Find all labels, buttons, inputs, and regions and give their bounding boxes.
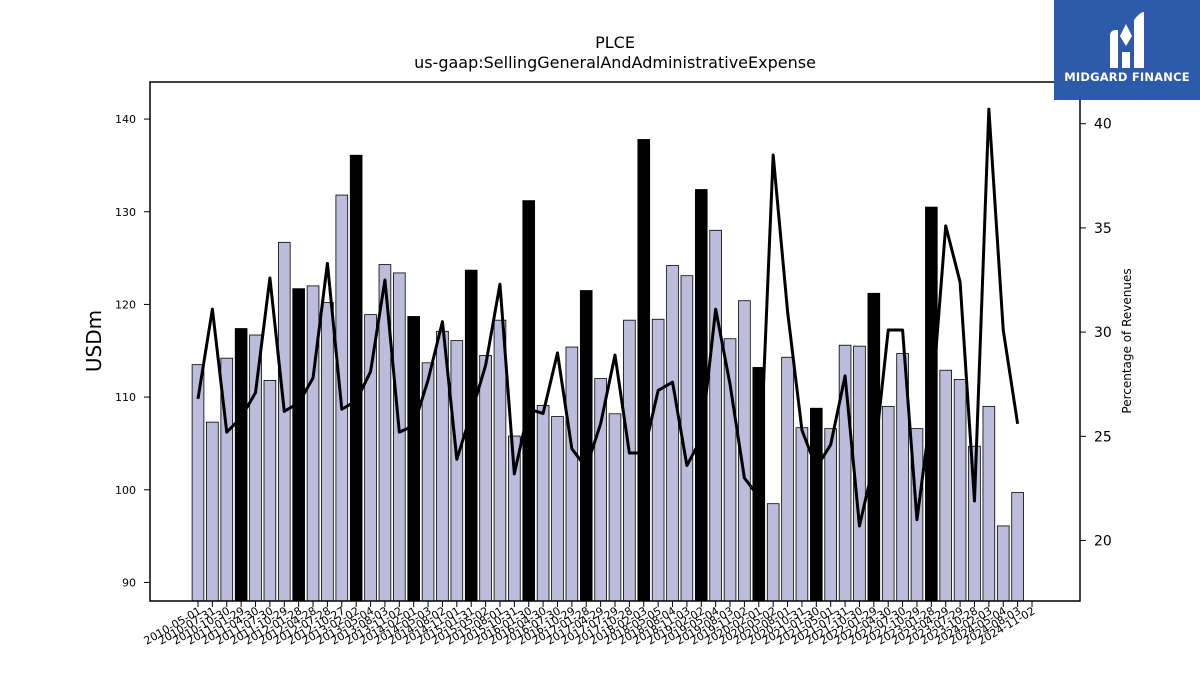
line-series [196,107,1020,528]
bar [551,416,564,602]
y-tick-label: 100 [115,484,136,497]
bar [982,405,996,602]
bar [953,379,967,602]
bar-series [191,139,1024,602]
bar [1011,492,1024,602]
bar [234,328,248,602]
bar [292,288,305,602]
y2-axis-label: Percentage of Revenues [1120,268,1134,413]
bar [824,428,837,602]
y2-tick-label: 40 [1094,117,1112,133]
bar [781,356,794,602]
bar [349,154,363,602]
bar [277,241,291,602]
bar [493,319,507,602]
y-tick-label: 90 [122,576,136,589]
bar [623,319,636,602]
y-tick-label: 110 [115,391,136,404]
bar [450,340,464,602]
bar [249,334,262,602]
bar [579,290,593,602]
bar [191,364,205,602]
y-tick-label: 140 [115,113,136,126]
bar [536,405,550,602]
bar [666,265,679,602]
x-axis: 2010-05-012010-07-312010-10-302011-01-29… [142,601,1038,648]
bar [766,503,780,602]
bar [651,318,665,602]
bar [709,229,722,602]
y-axis-right: 20 25 30 35 40 [1080,117,1112,550]
chart-subtitle: us-gaap:SellingGeneralAndAdministrativeE… [414,53,816,72]
bar [464,269,478,602]
bar [479,355,492,602]
bar [206,421,219,602]
chart-title: PLCE [595,33,635,52]
bar [996,525,1010,602]
bar [810,407,823,602]
bar [421,362,435,602]
bar [393,272,406,602]
bar [407,316,420,602]
brand-logo: MIDGARD FINANCE [1054,0,1200,100]
brand-name: MIDGARD FINANCE [1064,70,1190,84]
y2-tick-label: 35 [1094,221,1112,237]
bar [594,378,607,602]
midgard-m-icon [1110,12,1144,68]
bar [565,346,579,602]
bar [867,292,881,602]
bar [263,380,277,602]
y-axis-left: 90 100 110 120 130 140 [115,113,150,589]
bar [608,413,622,602]
y-tick-label: 130 [115,206,136,219]
bar [364,314,377,602]
bar [939,369,953,602]
bar [795,427,809,602]
y2-tick-label: 30 [1094,325,1112,341]
line-series-path [196,107,1020,528]
bar [881,405,895,602]
y-tick-label: 120 [115,298,136,311]
bar [522,200,536,602]
y-axis-label: USDm [82,310,106,372]
y2-tick-label: 20 [1094,534,1112,550]
y2-tick-label: 25 [1094,429,1112,445]
bar [637,139,651,602]
bar [321,302,334,602]
